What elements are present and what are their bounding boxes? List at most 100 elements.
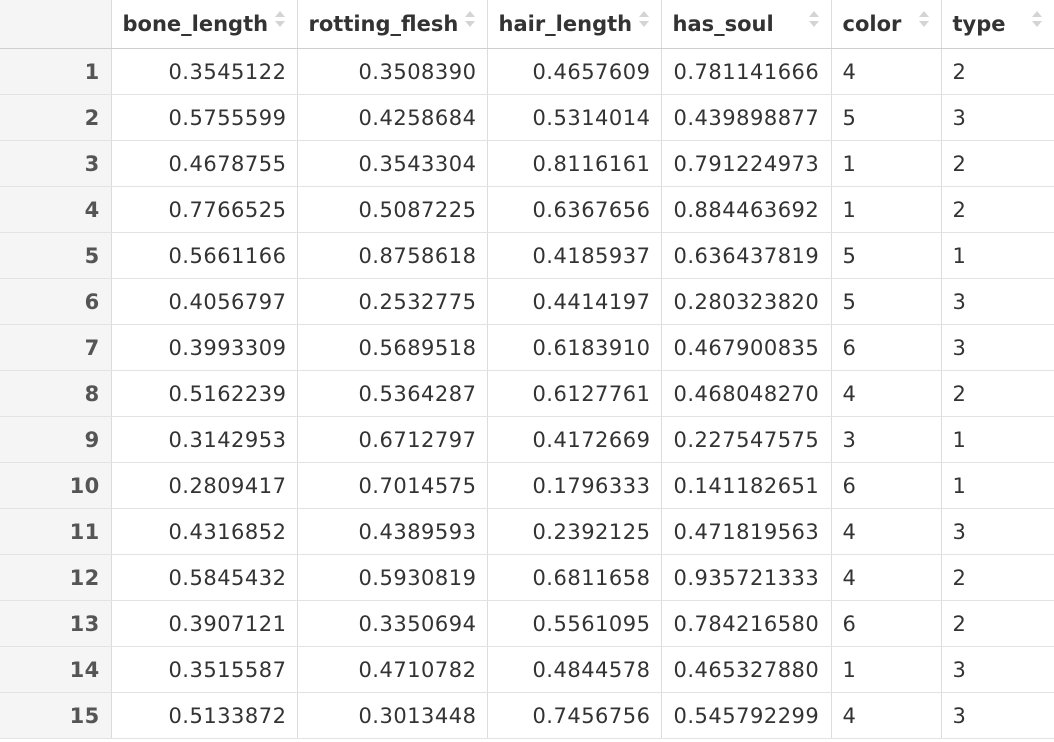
cell-has-soul: 0.935721333: [661, 554, 832, 601]
cell-bone-length: 0.5133872: [111, 692, 298, 739]
cell-has-soul: 0.227547575: [661, 416, 832, 463]
column-header-label: rotting_flesh: [308, 12, 459, 36]
cell-color: 5: [831, 232, 942, 279]
cell-rotting-flesh: 0.3508390: [297, 48, 488, 95]
cell-type: 2: [941, 600, 1054, 647]
table-row: 5 0.5661166 0.8758618 0.4185937 0.636437819 5…: [0, 232, 1054, 279]
sort-arrows-icon[interactable]: [808, 11, 819, 29]
cell-type: 3: [941, 646, 1054, 693]
cell-has-soul: 0.468048270: [661, 370, 832, 417]
cell-type: 2: [941, 140, 1054, 187]
row-index-cell: 2: [0, 94, 112, 141]
cell-rotting-flesh: 0.3543304: [297, 140, 488, 187]
cell-has-soul: 0.781141666: [661, 48, 832, 95]
cell-hair-length: 0.4844578: [487, 646, 662, 693]
cell-color: 1: [831, 646, 942, 693]
cell-bone-length: 0.5661166: [111, 232, 298, 279]
cell-type: 2: [941, 186, 1054, 233]
cell-hair-length: 0.5314014: [487, 94, 662, 141]
cell-hair-length: 0.1796333: [487, 462, 662, 509]
cell-rotting-flesh: 0.4389593: [297, 508, 488, 555]
cell-type: 2: [941, 554, 1054, 601]
header-row: bone_length rotting_flesh hair_length ha…: [0, 0, 1054, 49]
row-index-cell: 9: [0, 416, 112, 463]
column-header-type[interactable]: type: [941, 0, 1054, 49]
row-index-cell: 5: [0, 232, 112, 279]
cell-type: 3: [941, 324, 1054, 371]
cell-bone-length: 0.2809417: [111, 462, 298, 509]
cell-bone-length: 0.5162239: [111, 370, 298, 417]
cell-color: 1: [831, 140, 942, 187]
cell-rotting-flesh: 0.5689518: [297, 324, 488, 371]
table-row: 9 0.3142953 0.6712797 0.4172669 0.227547575 3…: [0, 416, 1054, 463]
cell-hair-length: 0.7456756: [487, 692, 662, 739]
cell-has-soul: 0.884463692: [661, 186, 832, 233]
cell-color: 4: [831, 692, 942, 739]
cell-color: 5: [831, 94, 942, 141]
cell-color: 6: [831, 462, 942, 509]
cell-bone-length: 0.3515587: [111, 646, 298, 693]
column-header-label: bone_length: [122, 12, 269, 36]
cell-color: 5: [831, 278, 942, 325]
row-index-header: [0, 0, 112, 49]
cell-has-soul: 0.784216580: [661, 600, 832, 647]
table-header: bone_length rotting_flesh hair_length ha…: [0, 0, 1054, 49]
sort-arrows-icon[interactable]: [274, 11, 285, 29]
row-index-cell: 14: [0, 646, 112, 693]
cell-color: 4: [831, 48, 942, 95]
sort-arrows-icon[interactable]: [918, 11, 929, 29]
cell-color: 4: [831, 508, 942, 555]
table-row: 1 0.3545122 0.3508390 0.4657609 0.781141666 4…: [0, 48, 1054, 95]
cell-has-soul: 0.467900835: [661, 324, 832, 371]
cell-hair-length: 0.5561095: [487, 600, 662, 647]
table-row: 8 0.5162239 0.5364287 0.6127761 0.468048270 4…: [0, 370, 1054, 417]
cell-type: 1: [941, 416, 1054, 463]
cell-has-soul: 0.636437819: [661, 232, 832, 279]
cell-bone-length: 0.4056797: [111, 278, 298, 325]
cell-rotting-flesh: 0.3013448: [297, 692, 488, 739]
table-row: 4 0.7766525 0.5087225 0.6367656 0.884463692 1…: [0, 186, 1054, 233]
table-row: 12 0.5845432 0.5930819 0.6811658 0.935721333…: [0, 554, 1054, 601]
row-index-cell: 1: [0, 48, 112, 95]
cell-bone-length: 0.4678755: [111, 140, 298, 187]
sort-arrows-icon[interactable]: [638, 11, 649, 29]
cell-type: 2: [941, 48, 1054, 95]
cell-hair-length: 0.6367656: [487, 186, 662, 233]
table-body: 1 0.3545122 0.3508390 0.4657609 0.781141666 4…: [0, 48, 1054, 739]
cell-bone-length: 0.5845432: [111, 554, 298, 601]
cell-color: 1: [831, 186, 942, 233]
table-row: 11 0.4316852 0.4389593 0.2392125 0.471819563…: [0, 508, 1054, 555]
cell-hair-length: 0.6127761: [487, 370, 662, 417]
cell-hair-length: 0.2392125: [487, 508, 662, 555]
cell-type: 2: [941, 370, 1054, 417]
sort-arrows-icon[interactable]: [464, 11, 475, 29]
cell-color: 4: [831, 370, 942, 417]
column-header-has-soul[interactable]: has_soul: [661, 0, 832, 49]
table-row: 7 0.3993309 0.5689518 0.6183910 0.467900835 6…: [0, 324, 1054, 371]
column-header-color[interactable]: color: [831, 0, 942, 49]
cell-type: 1: [941, 462, 1054, 509]
cell-rotting-flesh: 0.6712797: [297, 416, 488, 463]
cell-has-soul: 0.791224973: [661, 140, 832, 187]
cell-has-soul: 0.280323820: [661, 278, 832, 325]
cell-hair-length: 0.6183910: [487, 324, 662, 371]
cell-bone-length: 0.5755599: [111, 94, 298, 141]
column-header-bone-length[interactable]: bone_length: [111, 0, 298, 49]
column-header-rotting-flesh[interactable]: rotting_flesh: [297, 0, 488, 49]
column-header-label: has_soul: [672, 12, 774, 36]
cell-type: 3: [941, 692, 1054, 739]
cell-color: 4: [831, 554, 942, 601]
row-index-cell: 6: [0, 278, 112, 325]
cell-bone-length: 0.3545122: [111, 48, 298, 95]
table-row: 14 0.3515587 0.4710782 0.4844578 0.465327880…: [0, 646, 1054, 693]
row-index-cell: 15: [0, 692, 112, 739]
cell-hair-length: 0.4185937: [487, 232, 662, 279]
cell-hair-length: 0.8116161: [487, 140, 662, 187]
cell-bone-length: 0.3907121: [111, 600, 298, 647]
row-index-cell: 4: [0, 186, 112, 233]
row-index-cell: 8: [0, 370, 112, 417]
sort-arrows-icon[interactable]: [1031, 11, 1042, 29]
column-header-hair-length[interactable]: hair_length: [487, 0, 662, 49]
row-index-cell: 13: [0, 600, 112, 647]
